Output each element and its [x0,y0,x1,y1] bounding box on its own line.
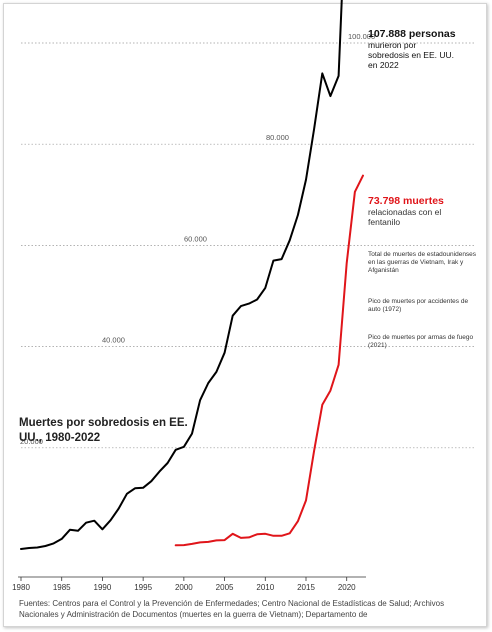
grid-lines [21,42,476,449]
series-lines [20,0,364,550]
x-tick-label-2020: 2020 [338,583,356,592]
annotation-fentanyl-text: relacionadas con el fentanilo [368,207,442,227]
x-tick-label-1985: 1985 [53,583,71,592]
x-tick-label-2010: 2010 [256,583,274,592]
annotation-fentanyl-value: 73.798 muertes [368,195,444,207]
x-tick-label-1980: 1980 [12,583,30,592]
y-tick-label-3: 60.000 [184,234,207,243]
annotation-total: 107.888 personas murieron por sobredosis… [368,28,488,70]
y-tick-label-1: 20.000 [20,437,43,446]
y-tick-label-5: 100.000 [348,32,375,41]
annotation-total-text: murieron por sobredosis en EE. UU. en 20… [368,40,454,70]
series-line-total [20,0,343,550]
x-tick-label-2005: 2005 [216,583,234,592]
x-tick-label-1995: 1995 [134,583,152,592]
chart-title: Muertes por sobredosis en EE. UU., 1980-… [19,417,188,444]
x-axis: 1980 1985 1990 1995 2000 2005 2010 2015 2020 [12,576,366,592]
x-tick-label-2015: 2015 [297,583,315,592]
y-tick-label-2: 40.000 [102,336,125,345]
reference-gun-deaths: Pico de muertes por armas de fuego (2021… [368,334,474,349]
chart-frame [3,3,487,627]
reference-war-deaths: Total de muertes de estadounidenses en l… [368,251,477,274]
x-tick-label-1990: 1990 [94,583,112,592]
annotation-total-value: 107.888 personas [368,28,456,40]
x-tick-label-2000: 2000 [175,583,193,592]
annotation-fentanyl: 73.798 muertes relacionadas con el fenta… [368,195,488,227]
reference-car-deaths: Pico de muertes por accidentes de auto (… [368,298,469,313]
y-tick-labels: 20.000 40.000 60.000 80.000 100.000 [20,32,375,446]
y-tick-label-4: 80.000 [266,133,289,142]
source-note: Fuentes: Centros para el Control y la Pr… [19,599,445,619]
series-line-fentanilo [174,174,364,547]
